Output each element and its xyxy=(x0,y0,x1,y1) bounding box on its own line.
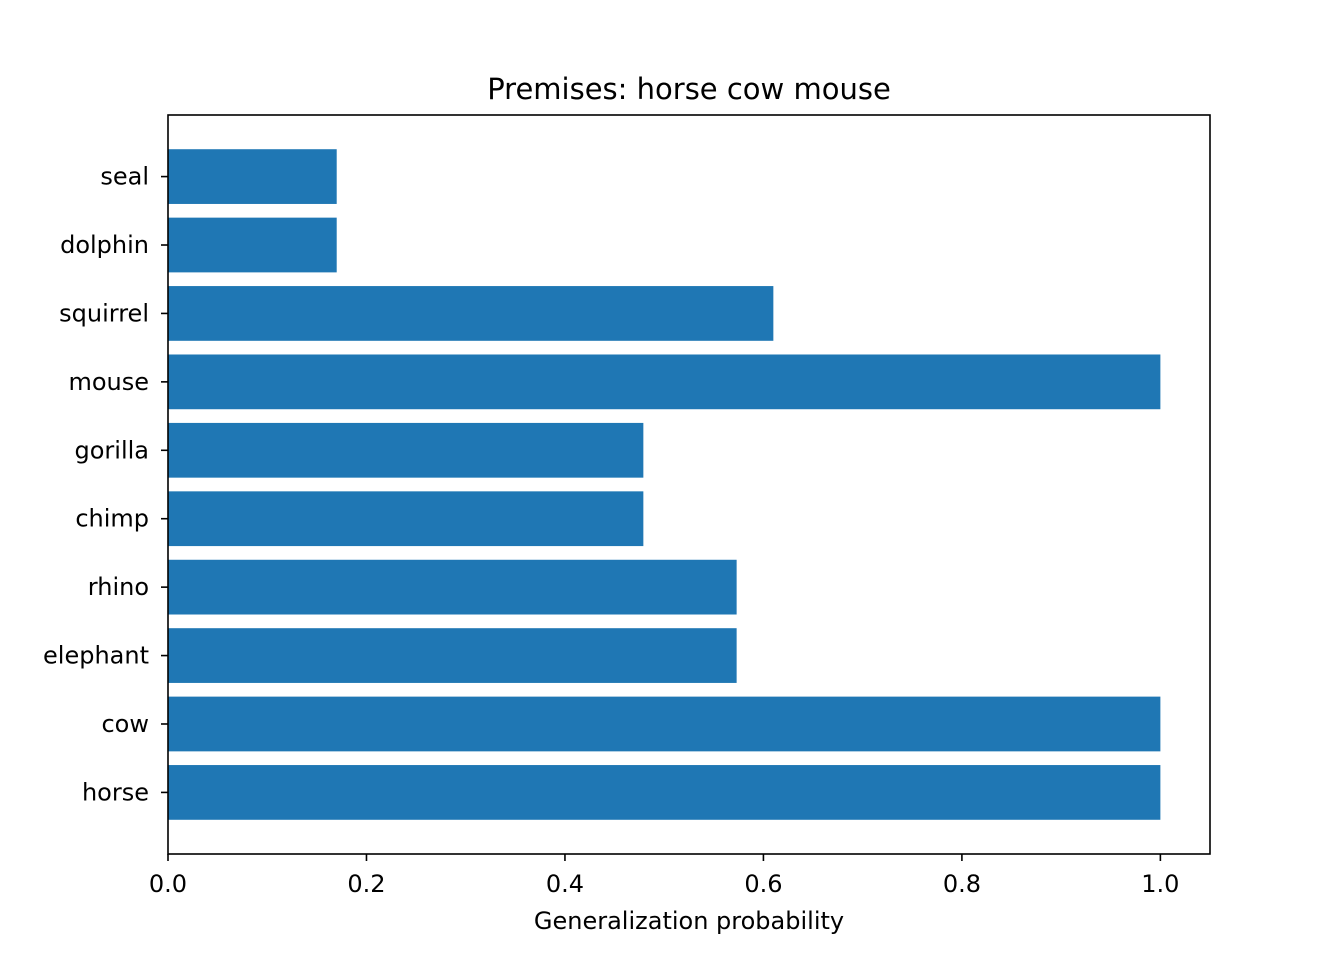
x-tick-label-3: 0.6 xyxy=(744,870,782,898)
y-tick-label-chimp: chimp xyxy=(75,505,149,533)
y-tick-label-squirrel: squirrel xyxy=(59,299,149,327)
y-tick-label-mouse: mouse xyxy=(68,368,149,396)
bar-seal xyxy=(168,149,337,204)
x-axis: 0.0 0.2 0.4 0.6 0.8 1.0 xyxy=(149,854,1179,898)
bar-dolphin xyxy=(168,217,337,273)
bar-rhino xyxy=(168,559,737,615)
y-tick-label-cow: cow xyxy=(101,710,149,738)
plot-frame xyxy=(167,114,1211,855)
x-tick-label-2: 0.4 xyxy=(546,870,584,898)
bar-cow xyxy=(168,696,1161,752)
y-tick-label-rhino: rhino xyxy=(88,573,149,601)
x-axis-label: Generalization probability xyxy=(534,907,844,935)
y-tick-label-horse: horse xyxy=(82,778,149,806)
chart-title: Premises: horse cow mouse xyxy=(487,72,891,106)
y-axis: horse cow elephant rhino chimp gorilla mouse sq… xyxy=(43,163,168,806)
x-tick-label-1: 0.2 xyxy=(347,870,385,898)
y-tick-label-seal: seal xyxy=(100,163,149,191)
x-tick-label-4: 0.8 xyxy=(943,870,981,898)
y-tick-label-dolphin: dolphin xyxy=(60,231,149,259)
x-tick-label-0: 0.0 xyxy=(149,870,187,898)
x-tick-label-5: 1.0 xyxy=(1141,870,1179,898)
bar-horse xyxy=(168,765,1161,820)
y-tick-label-elephant: elephant xyxy=(43,642,149,670)
bar-gorilla xyxy=(168,422,644,478)
bar-elephant xyxy=(168,628,737,683)
y-tick-label-gorilla: gorilla xyxy=(75,436,150,464)
bar-chimp xyxy=(168,491,644,547)
bar-squirrel xyxy=(168,286,774,341)
bars-layer xyxy=(168,149,1161,820)
bar-mouse xyxy=(168,354,1161,410)
